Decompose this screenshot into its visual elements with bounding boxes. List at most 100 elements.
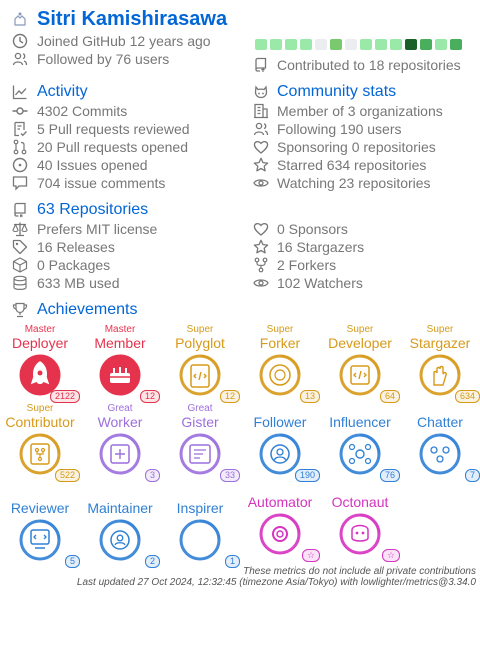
commit-icon	[12, 103, 28, 119]
repo-item: Prefers MIT license	[37, 221, 158, 237]
heart-icon	[253, 139, 269, 155]
repo-item: 633 MB used	[37, 275, 120, 291]
calendar-day	[255, 39, 267, 50]
achievement-title: Polyglot	[175, 335, 225, 351]
achievement-contributor[interactable]: Super Contributor 522	[0, 403, 80, 482]
calendar-day	[345, 39, 357, 50]
achievement-count: 190	[294, 469, 320, 482]
achievement-count: 634	[454, 390, 480, 403]
footer-updated: Last updated 27 Oct 2024, 12:32:45 (time…	[76, 577, 476, 588]
gears-icon: ☆	[258, 512, 320, 562]
achievement-inspirer[interactable]: Inspirer 1	[160, 489, 240, 568]
achievement-title: Reviewer	[10, 500, 70, 516]
gist-icon: 33	[178, 432, 240, 482]
achievement-forker[interactable]: Super Forker 13	[240, 324, 320, 403]
achievement-count: ☆	[301, 549, 320, 562]
user-name[interactable]: Sitri Kamishirasawa	[37, 8, 228, 30]
graph-icon	[12, 84, 28, 100]
achievement-count: 13	[299, 390, 320, 403]
calendar-day	[375, 39, 387, 50]
achievement-title: Follower	[253, 414, 307, 430]
achievement-gister[interactable]: Great Gister 33	[160, 403, 240, 482]
achievement-deployer[interactable]: Master Deployer 2122	[0, 324, 80, 403]
achievement-count: 1	[224, 555, 240, 568]
octocat-icon	[253, 84, 269, 100]
repo-item: 2 Forkers	[277, 257, 337, 273]
calendar-day	[315, 39, 327, 50]
achievement-octonaut[interactable]: Octonaut ☆	[320, 483, 400, 562]
community-item: Starred 634 repositories	[277, 157, 427, 173]
achievement-title: Developer	[328, 335, 392, 351]
achievement-count: 76	[379, 469, 400, 482]
fork-doc-icon: 522	[18, 432, 80, 482]
repo-push-icon	[253, 57, 269, 73]
achievement-title: Influencer	[329, 414, 391, 430]
repo-icon	[12, 202, 28, 218]
following-icon	[253, 121, 269, 137]
tag-icon	[12, 239, 28, 255]
joined-text: Joined GitHub 12 years ago	[37, 33, 211, 49]
calendar-day	[300, 39, 312, 50]
worker-icon: 3	[98, 432, 160, 482]
achievement-member[interactable]: Master Member 12	[80, 324, 160, 403]
achievement-reviewer[interactable]: Reviewer 5	[0, 489, 80, 568]
achievement-follower[interactable]: Follower 190	[240, 403, 320, 482]
achievement-rank: Super	[26, 403, 54, 414]
achievement-title: Automator	[247, 494, 313, 510]
star-icon	[253, 157, 269, 173]
inspirer-icon: 1	[178, 518, 240, 568]
achievement-rank: Master	[24, 324, 56, 335]
calendar-day	[450, 39, 462, 50]
network-icon: 76	[338, 432, 400, 482]
achievement-chatter[interactable]: Chatter 7	[400, 403, 480, 482]
achievement-rank	[0, 489, 80, 500]
octonaut-icon: ☆	[338, 512, 400, 562]
achievement-count: 2	[144, 555, 160, 568]
achievement-rank	[80, 489, 160, 500]
achievement-title: Stargazer	[409, 335, 471, 351]
achievement-polyglot[interactable]: Super Polyglot 12	[160, 324, 240, 403]
achievement-title: Maintainer	[87, 500, 153, 516]
achievement-developer[interactable]: Super Developer 64	[320, 324, 400, 403]
activity-item: 5 Pull requests reviewed	[37, 121, 190, 137]
community-item: Watching 23 repositories	[277, 175, 431, 191]
achievement-count: 33	[219, 469, 240, 482]
achievement-title: Gister	[181, 414, 219, 430]
fork-icon	[253, 257, 269, 273]
maintainer-icon: 2	[98, 518, 160, 568]
achievement-rank	[240, 403, 320, 414]
community-heading: Community stats	[277, 83, 397, 100]
achievement-count: 12	[139, 390, 160, 403]
organization-icon	[253, 103, 269, 119]
followed-text: Followed by 76 users	[37, 51, 170, 67]
code-file-icon: 64	[338, 353, 400, 403]
chat-people-icon: 7	[418, 432, 480, 482]
achievement-title: Worker	[97, 414, 143, 430]
achievement-rank: Super	[426, 324, 454, 335]
rocket-icon: 2122	[18, 353, 80, 403]
calendar-day	[405, 39, 417, 50]
achievement-rank	[320, 483, 400, 494]
calendar-day	[390, 39, 402, 50]
achievement-maintainer[interactable]: Maintainer 2	[80, 489, 160, 568]
achievement-title: Deployer	[11, 335, 69, 351]
achievement-stargazer[interactable]: Super Stargazer 634	[400, 324, 480, 403]
contributed-text: Contributed to 18 repositories	[277, 57, 461, 73]
repositories-heading[interactable]: 63 Repositories	[37, 201, 149, 218]
law-icon	[12, 221, 28, 237]
calendar-day	[330, 39, 342, 50]
achievement-automator[interactable]: Automator ☆	[240, 483, 320, 562]
hand-stars-icon: 634	[418, 353, 480, 403]
achievement-count: 64	[379, 390, 400, 403]
activity-item: 4302 Commits	[37, 103, 128, 119]
achievement-rank: Master	[104, 324, 136, 335]
achievement-rank: Great	[187, 403, 213, 414]
calendar-day	[420, 39, 432, 50]
achievement-rank	[240, 483, 320, 494]
achievement-worker[interactable]: Great Worker 3	[80, 403, 160, 482]
star-icon	[253, 239, 269, 255]
eye-icon	[253, 275, 269, 291]
achievement-influencer[interactable]: Influencer 76	[320, 403, 400, 482]
activity-heading: Activity	[37, 83, 88, 100]
community-item: Member of 3 organizations	[277, 103, 443, 119]
